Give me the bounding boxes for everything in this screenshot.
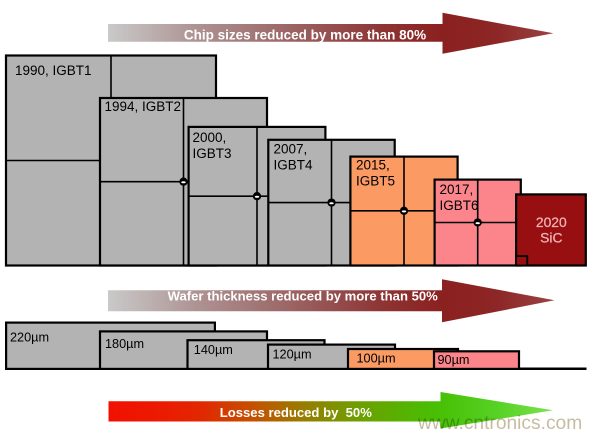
svg-text:Losses reduced by 50%: Losses reduced by 50%	[220, 405, 372, 420]
svg-text:90µm: 90µm	[438, 353, 470, 367]
svg-text:2000,: 2000,	[193, 130, 227, 145]
svg-text:IGBT3: IGBT3	[193, 146, 232, 161]
svg-text:2020: 2020	[536, 214, 567, 230]
svg-text:www.cntronics.com: www.cntronics.com	[417, 413, 582, 434]
svg-text:Chip sizes reduced by more tha: Chip sizes reduced by more than 80%	[184, 27, 426, 42]
svg-text:2015,: 2015,	[356, 158, 390, 173]
svg-text:2017,: 2017,	[440, 182, 474, 197]
svg-text:220µm: 220µm	[10, 331, 49, 345]
svg-text:SiC: SiC	[540, 230, 562, 246]
svg-text:2007,: 2007,	[274, 142, 308, 157]
svg-text:IGBT5: IGBT5	[356, 173, 395, 188]
svg-text:120µm: 120µm	[273, 348, 312, 362]
svg-text:IGBT4: IGBT4	[274, 158, 314, 173]
svg-text:1990, IGBT1: 1990, IGBT1	[15, 63, 92, 78]
svg-text:1994, IGBT2: 1994, IGBT2	[105, 99, 182, 114]
svg-text:100µm: 100µm	[357, 352, 396, 366]
svg-text:180µm: 180µm	[105, 337, 144, 351]
svg-text:140µm: 140µm	[194, 343, 233, 357]
svg-text:IGBT6: IGBT6	[440, 198, 479, 213]
svg-text:Wafer thickness reduced by mor: Wafer thickness reduced by more than 50%	[168, 289, 439, 304]
